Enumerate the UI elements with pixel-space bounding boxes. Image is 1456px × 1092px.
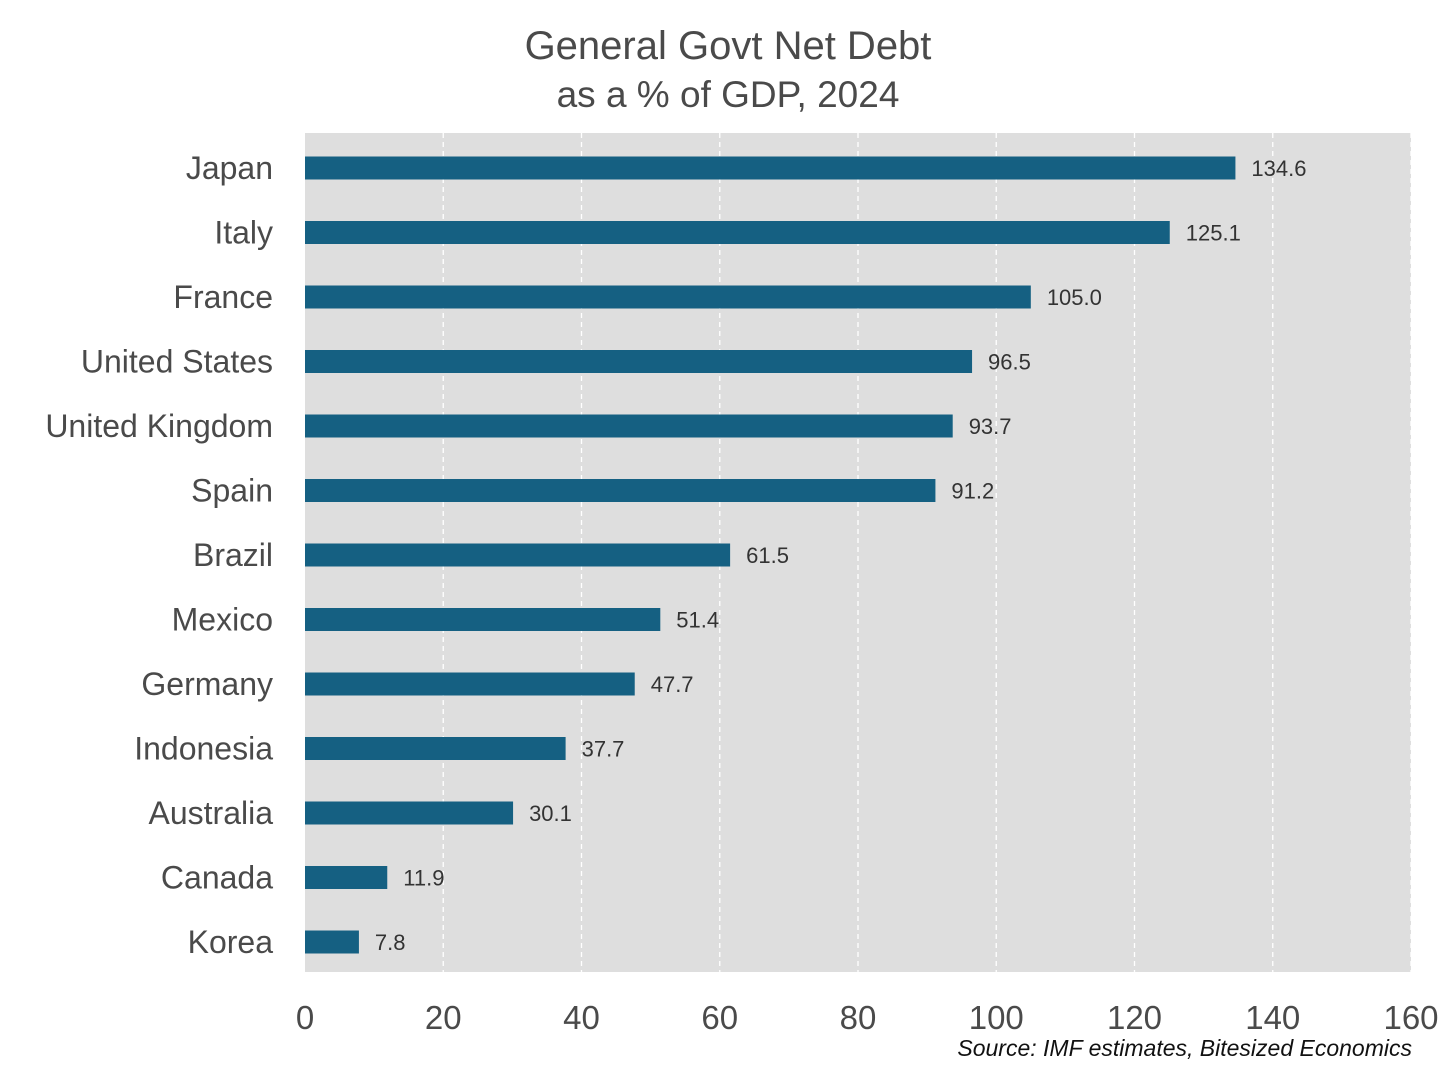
data-label: 37.7 [582,737,625,762]
x-tick-label: 120 [1107,999,1162,1036]
category-label: United States [81,344,273,380]
category-label: Mexico [172,602,273,638]
bar [305,866,388,889]
category-label: Indonesia [134,731,273,767]
category-label: United Kingdom [45,408,273,444]
category-label: Italy [214,215,273,251]
bar [305,156,1236,180]
x-tick-label: 20 [425,999,462,1036]
data-label: 105.0 [1047,285,1102,310]
data-label: 91.2 [951,479,994,504]
data-label: 125.1 [1186,221,1241,246]
x-tick-label: 0 [296,999,314,1036]
bar [305,737,566,760]
bar [305,930,359,954]
data-label: 51.4 [676,608,719,633]
data-label: 61.5 [746,543,789,568]
category-label: Germany [141,666,273,702]
category-label: France [173,279,273,315]
data-label: 11.9 [403,866,444,891]
data-label: 7.8 [375,930,406,955]
x-tick-label: 80 [840,999,877,1036]
x-tick-label: 60 [701,999,738,1036]
category-label: Korea [188,924,274,960]
category-label: Australia [149,795,274,831]
data-label: 134.6 [1251,156,1306,181]
bar [305,221,1170,244]
category-label: Spain [191,473,273,509]
x-tick-label: 100 [969,999,1024,1036]
source-note: Source: IMF estimates, Bitesized Economi… [957,1035,1412,1061]
data-label: 93.7 [969,414,1012,439]
chart-title: General Govt Net Debt [524,24,932,68]
chart-subtitle: as a % of GDP, 2024 [556,74,900,115]
category-label: Canada [161,860,273,896]
category-label: Brazil [193,537,273,573]
bar [305,608,661,631]
bar [305,801,514,825]
bar [305,285,1031,309]
data-label: 96.5 [988,350,1031,375]
bar [305,672,635,696]
category-label: Japan [186,150,273,186]
x-tick-label: 160 [1383,999,1438,1036]
data-label: 47.7 [651,672,694,697]
bar [305,543,731,567]
bar [305,414,953,438]
x-tick-label: 140 [1245,999,1300,1036]
bar [305,479,936,502]
bar [305,350,973,373]
data-label: 30.1 [529,801,572,826]
x-tick-label: 40 [563,999,600,1036]
